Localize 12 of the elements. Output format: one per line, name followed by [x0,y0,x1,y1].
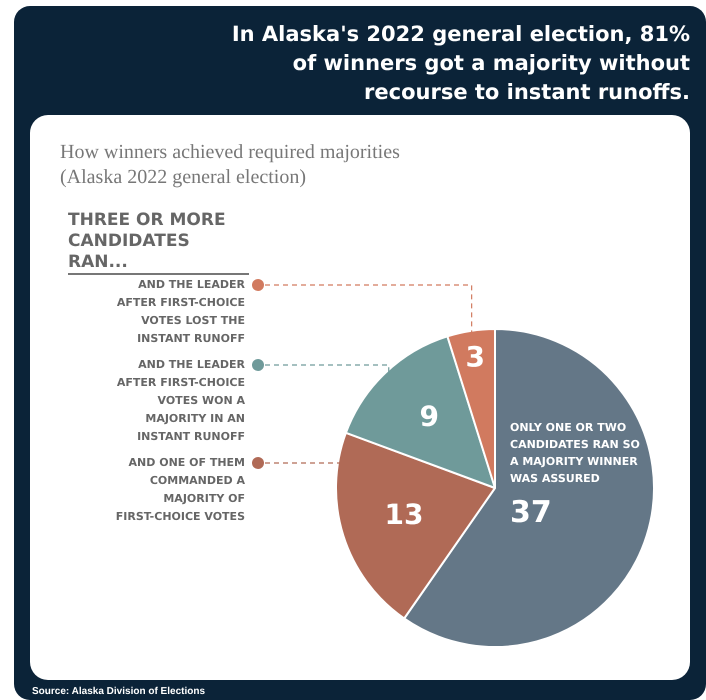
slice-label: ONLY ONE OR TWO CANDIDATES RAN SO A MAJORITY WINNER WAS ASSURED [510,420,640,485]
data-label: 37 [510,494,552,530]
legend-label: AND THE LEADER AFTER FIRST-CHOICE VOTES WON A MAJORITY IN AN INSTANT RUNOFF [116,358,246,443]
data-label: 3 [466,340,485,374]
legend-label: AND THE LEADER AFTER FIRST-CHOICE VOTES LOST THE INSTANT RUNOFF [116,278,246,345]
data-label: 13 [384,498,424,531]
chart-subtitle: How winners achieved required majorities (Alaska 2022 general election) [60,140,400,190]
text: THREE OR MORE CANDIDATES RAN... [68,210,249,275]
source-note: Source: Alaska Division of Elections [32,686,206,697]
legend-label: AND ONE OF THEM COMMANDED A MAJORITY OF FIRST-CHOICE VOTES [116,456,246,523]
chart-title: In Alaska's 2022 general election, 81% of winners got a majority without recourse to instant runoffs. [230,21,690,106]
data-label: 9 [420,400,440,434]
